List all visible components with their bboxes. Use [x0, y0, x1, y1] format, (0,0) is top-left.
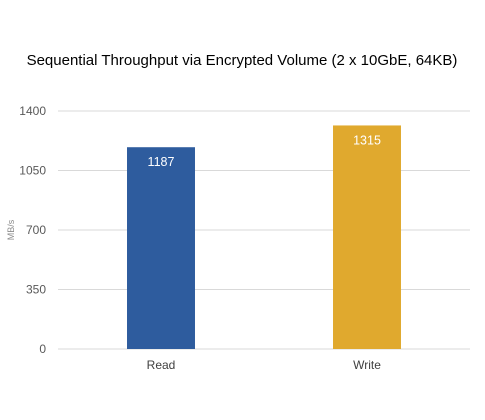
chart-title: Sequential Throughput via Encrypted Volu… [27, 52, 458, 69]
x-tick-label: Read [147, 358, 176, 372]
y-axis-ticks: 0 350 700 1050 1400 [19, 104, 46, 356]
bar-read [127, 147, 195, 349]
data-label: 1315 [353, 133, 381, 147]
y-tick-label: 350 [26, 283, 46, 297]
x-tick-label: Write [353, 358, 381, 372]
y-tick-label: 1050 [19, 164, 46, 178]
y-tick-label: 1400 [19, 104, 46, 118]
bar-write [333, 125, 401, 349]
y-tick-label: 700 [26, 223, 46, 237]
data-label: 1187 [148, 155, 175, 169]
y-axis-label: MB/s [6, 219, 16, 240]
y-tick-label: 0 [39, 342, 46, 356]
bars: 1187 1315 [127, 125, 401, 349]
gridlines [58, 110, 470, 350]
x-axis-categories: Read Write [147, 358, 382, 372]
